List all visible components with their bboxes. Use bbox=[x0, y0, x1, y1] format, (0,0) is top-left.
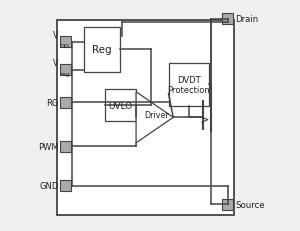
Bar bbox=[60, 180, 71, 191]
Text: V: V bbox=[53, 31, 58, 40]
Bar bbox=[57, 21, 233, 215]
Bar bbox=[84, 28, 120, 73]
Bar bbox=[222, 14, 233, 25]
Text: DD: DD bbox=[60, 44, 70, 49]
Text: GND: GND bbox=[39, 182, 58, 190]
Text: PWM: PWM bbox=[38, 142, 58, 151]
Text: reg: reg bbox=[60, 71, 70, 76]
Text: Driver: Driver bbox=[144, 111, 169, 120]
Bar bbox=[60, 97, 71, 108]
Bar bbox=[105, 90, 136, 121]
Text: DVDT
Protection: DVDT Protection bbox=[167, 75, 210, 94]
Text: UVLO: UVLO bbox=[108, 101, 133, 110]
Bar bbox=[60, 141, 71, 152]
Bar bbox=[60, 37, 71, 48]
Text: V: V bbox=[53, 59, 58, 68]
Text: RG: RG bbox=[46, 98, 59, 107]
Text: Drain: Drain bbox=[235, 15, 258, 24]
Bar bbox=[169, 64, 209, 106]
Text: Source: Source bbox=[235, 200, 265, 209]
Text: Reg: Reg bbox=[92, 45, 112, 55]
Bar bbox=[60, 65, 71, 76]
Bar bbox=[222, 199, 233, 210]
Polygon shape bbox=[136, 92, 173, 143]
